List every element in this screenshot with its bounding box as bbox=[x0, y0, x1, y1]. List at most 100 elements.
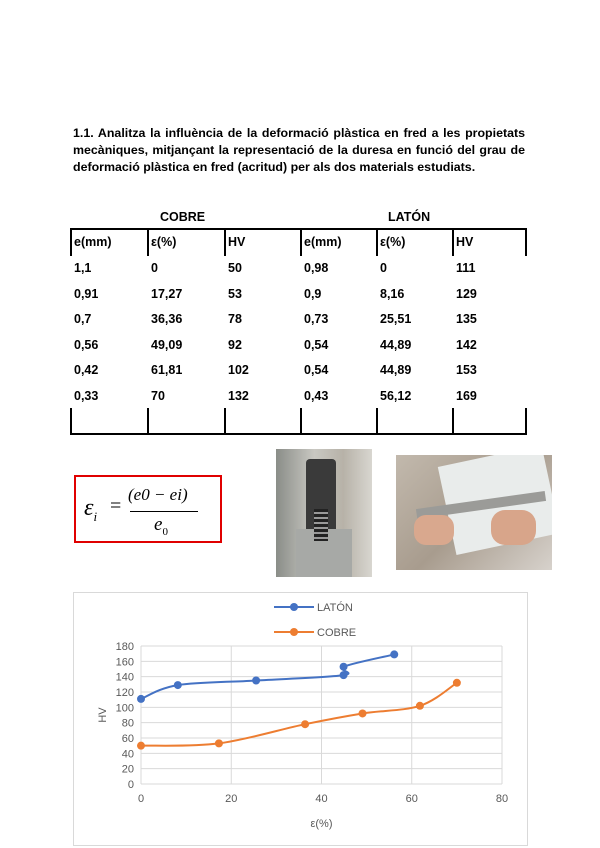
column-divider bbox=[452, 228, 454, 256]
data-point bbox=[173, 681, 182, 690]
y-tick-label: 180 bbox=[116, 641, 134, 653]
formula-lhs: εi bbox=[84, 495, 98, 524]
column-divider bbox=[224, 228, 226, 256]
strain-formula: εi = (e0 − ei) e0 bbox=[74, 475, 222, 543]
legend-marker bbox=[290, 628, 298, 636]
table-cell: 61,81 bbox=[151, 363, 183, 377]
formula-numerator: (e0 − ei) bbox=[128, 485, 188, 504]
column-divider bbox=[224, 408, 226, 435]
table-cell: 0 bbox=[151, 261, 158, 275]
legend-label: COBRE bbox=[317, 627, 356, 639]
table-cell: 50 bbox=[228, 261, 242, 275]
column-divider bbox=[525, 408, 527, 435]
data-point bbox=[390, 650, 399, 659]
y-tick-label: 40 bbox=[122, 748, 134, 760]
micrometer-photo bbox=[396, 455, 552, 570]
table-cell: 0,42 bbox=[74, 363, 99, 377]
column-divider bbox=[300, 408, 302, 435]
table-cell: 0,7 bbox=[74, 312, 92, 326]
data-point bbox=[358, 709, 367, 718]
table-cell: 169 bbox=[456, 388, 477, 403]
column-header: ε(%) bbox=[151, 235, 177, 249]
column-header: HV bbox=[228, 235, 246, 249]
table-cell: 44,89 bbox=[380, 363, 412, 377]
y-tick-label: 140 bbox=[116, 672, 134, 684]
data-point bbox=[339, 671, 348, 680]
table-top-rule bbox=[70, 228, 527, 230]
column-divider bbox=[525, 228, 527, 256]
question-text: 1.1. Analitza la influència de la deform… bbox=[73, 126, 525, 174]
data-point bbox=[339, 662, 348, 671]
fraction-bar bbox=[130, 511, 198, 512]
y-tick-label: 20 bbox=[122, 764, 134, 776]
table-cell: 78 bbox=[228, 312, 242, 326]
column-divider bbox=[376, 408, 378, 435]
data-point bbox=[214, 739, 223, 748]
column-header: e(mm) bbox=[304, 235, 342, 249]
x-tick-label: 40 bbox=[315, 793, 327, 805]
column-divider bbox=[300, 228, 302, 256]
table-cell: 0,54 bbox=[304, 363, 329, 377]
table-cell: 56,12 bbox=[380, 388, 412, 403]
table-cell: 132 bbox=[228, 388, 249, 403]
column-divider bbox=[147, 408, 149, 435]
x-tick-label: 80 bbox=[496, 793, 508, 805]
table-cell: 53 bbox=[228, 286, 242, 301]
y-tick-label: 60 bbox=[122, 733, 134, 745]
column-divider bbox=[70, 228, 72, 256]
table-cell: 129 bbox=[456, 286, 477, 301]
table-cell: 111 bbox=[456, 261, 476, 275]
table-cell: 44,89 bbox=[380, 337, 412, 352]
x-tick-label: 60 bbox=[406, 793, 418, 805]
data-point bbox=[137, 741, 145, 750]
y-tick-label: 160 bbox=[116, 656, 134, 668]
column-divider bbox=[147, 228, 149, 256]
data-point bbox=[301, 720, 310, 729]
x-tick-label: 20 bbox=[225, 793, 237, 805]
table-cell: 49,09 bbox=[151, 337, 183, 352]
data-point bbox=[252, 676, 261, 685]
table-cell: 36,36 bbox=[151, 312, 183, 326]
table-cell: 0,98 bbox=[304, 261, 329, 275]
column-divider bbox=[376, 228, 378, 256]
table-cell: 8,16 bbox=[380, 286, 405, 301]
column-header: e(mm) bbox=[74, 235, 112, 249]
table-cell: 0,56 bbox=[74, 337, 99, 352]
table-cell: 153 bbox=[456, 363, 477, 377]
table-cell: 0,73 bbox=[304, 312, 329, 326]
table-cell: 0 bbox=[380, 261, 387, 275]
table-cell: 0,33 bbox=[74, 388, 99, 403]
y-tick-label: 120 bbox=[116, 687, 134, 699]
table-cell: 70 bbox=[151, 388, 165, 403]
table-cell: 102 bbox=[228, 363, 249, 377]
y-axis-title: HV bbox=[97, 707, 109, 723]
y-tick-label: 0 bbox=[128, 779, 134, 791]
y-tick-label: 100 bbox=[116, 702, 134, 714]
data-point bbox=[452, 678, 461, 687]
table-cell: 0,43 bbox=[304, 388, 329, 403]
x-tick-label: 0 bbox=[138, 793, 144, 805]
column-header: HV bbox=[456, 235, 474, 249]
table-cell: 142 bbox=[456, 337, 477, 352]
x-axis-title: ε(%) bbox=[310, 818, 332, 830]
table-cell: 0,9 bbox=[304, 286, 322, 301]
data-point bbox=[415, 701, 424, 710]
table-bottom-rule bbox=[70, 433, 527, 435]
material-label-cobre: COBRE bbox=[160, 210, 206, 224]
column-header: ε(%) bbox=[380, 235, 406, 249]
table-cell: 17,27 bbox=[151, 286, 183, 301]
table-cell: 0,91 bbox=[74, 286, 99, 301]
table-cell: 92 bbox=[228, 337, 242, 352]
table-cell: 25,51 bbox=[380, 312, 412, 326]
column-divider bbox=[452, 408, 454, 435]
formula-denominator: e0 bbox=[154, 514, 168, 538]
table-cell: 1,1 bbox=[74, 261, 92, 275]
table-cell: 0,54 bbox=[304, 337, 329, 352]
legend-marker bbox=[290, 603, 298, 611]
data-point bbox=[137, 694, 145, 703]
hardness-chart: 0 20 40 60 80 100 120 140 160 180 0 20 40 60 80 ε(%) HV L… bbox=[73, 592, 528, 846]
chart-svg: 0 20 40 60 80 100 120 140 160 180 0 20 40 60 80 ε(%) HV L… bbox=[97, 601, 508, 830]
y-tick-label: 80 bbox=[122, 718, 134, 730]
column-divider bbox=[70, 408, 72, 435]
